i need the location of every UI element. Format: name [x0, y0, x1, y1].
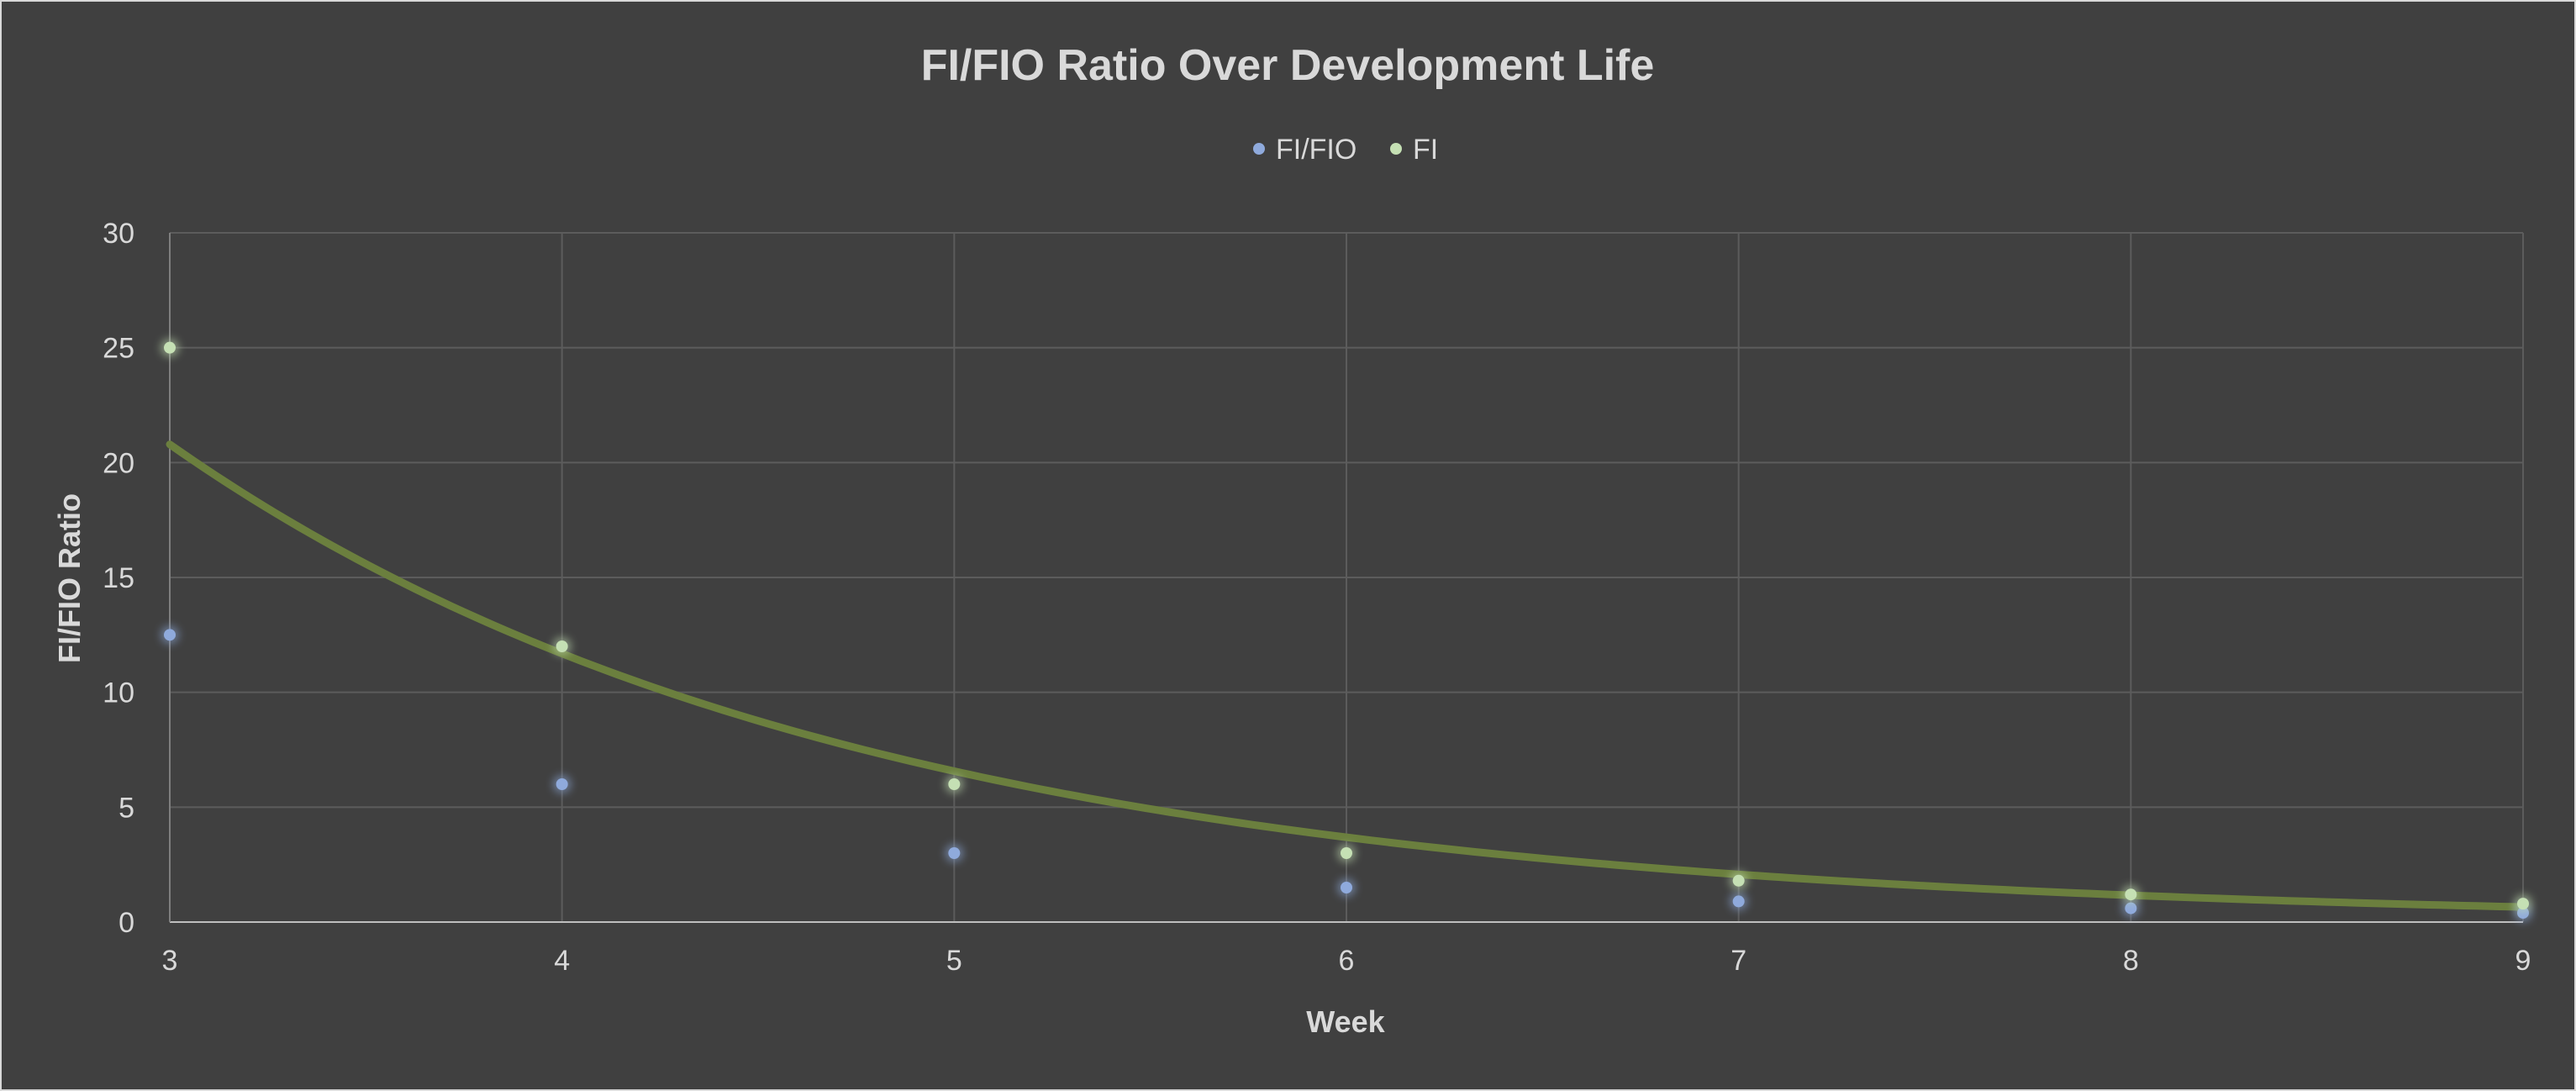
- y-tick-label: 30: [103, 218, 134, 250]
- x-tick-label: 5: [946, 945, 962, 977]
- y-tick-label: 0: [119, 907, 134, 939]
- data-point-fi-fio: [2125, 902, 2137, 914]
- data-point-fi: [2125, 888, 2137, 901]
- legend: FI/FIO FI: [1253, 134, 1438, 166]
- data-point-fi: [2517, 898, 2529, 910]
- y-tick-label: 5: [119, 792, 134, 824]
- data-point-fi: [556, 640, 568, 652]
- legend-label-fi-fio: FI/FIO: [1276, 134, 1356, 166]
- y-tick-label: 20: [103, 447, 134, 479]
- legend-marker-fi-fio: [1253, 143, 1265, 155]
- data-point-fi-fio: [1732, 895, 1745, 908]
- chart-title: FI/FIO Ratio Over Development Life: [921, 41, 1655, 90]
- x-tick-label: 3: [162, 945, 178, 977]
- data-point-fi: [164, 341, 176, 354]
- x-tick-label: 6: [1339, 945, 1355, 977]
- legend-label-fi: FI: [1413, 134, 1438, 166]
- data-point-fi: [1732, 874, 1745, 887]
- data-point-fi-fio: [164, 629, 176, 641]
- y-tick-label: 25: [103, 333, 134, 365]
- y-axis-title: FI/FIO Ratio: [52, 493, 87, 663]
- gridlines: [170, 232, 2524, 922]
- y-tick-label: 15: [103, 562, 134, 594]
- data-point-fi-fio: [1341, 882, 1352, 893]
- y-tick-label: 10: [103, 677, 134, 709]
- data-point-fi-fio: [556, 778, 568, 790]
- x-tick-label: 8: [2123, 945, 2139, 977]
- data-point-fi: [1341, 847, 1352, 859]
- data-point-fi: [948, 778, 961, 790]
- data-points: [161, 338, 2532, 923]
- x-tick-label: 7: [1731, 945, 1746, 977]
- x-axis-title: Week: [1306, 1004, 1385, 1039]
- data-point-fi-fio: [948, 847, 961, 859]
- tick-labels: 0 5 10 15 20 25 30 3 4 5 6 7 8 9: [103, 218, 2531, 977]
- x-tick-label: 4: [554, 945, 570, 977]
- x-tick-label: 9: [2515, 945, 2531, 977]
- legend-marker-fi: [1390, 143, 1402, 155]
